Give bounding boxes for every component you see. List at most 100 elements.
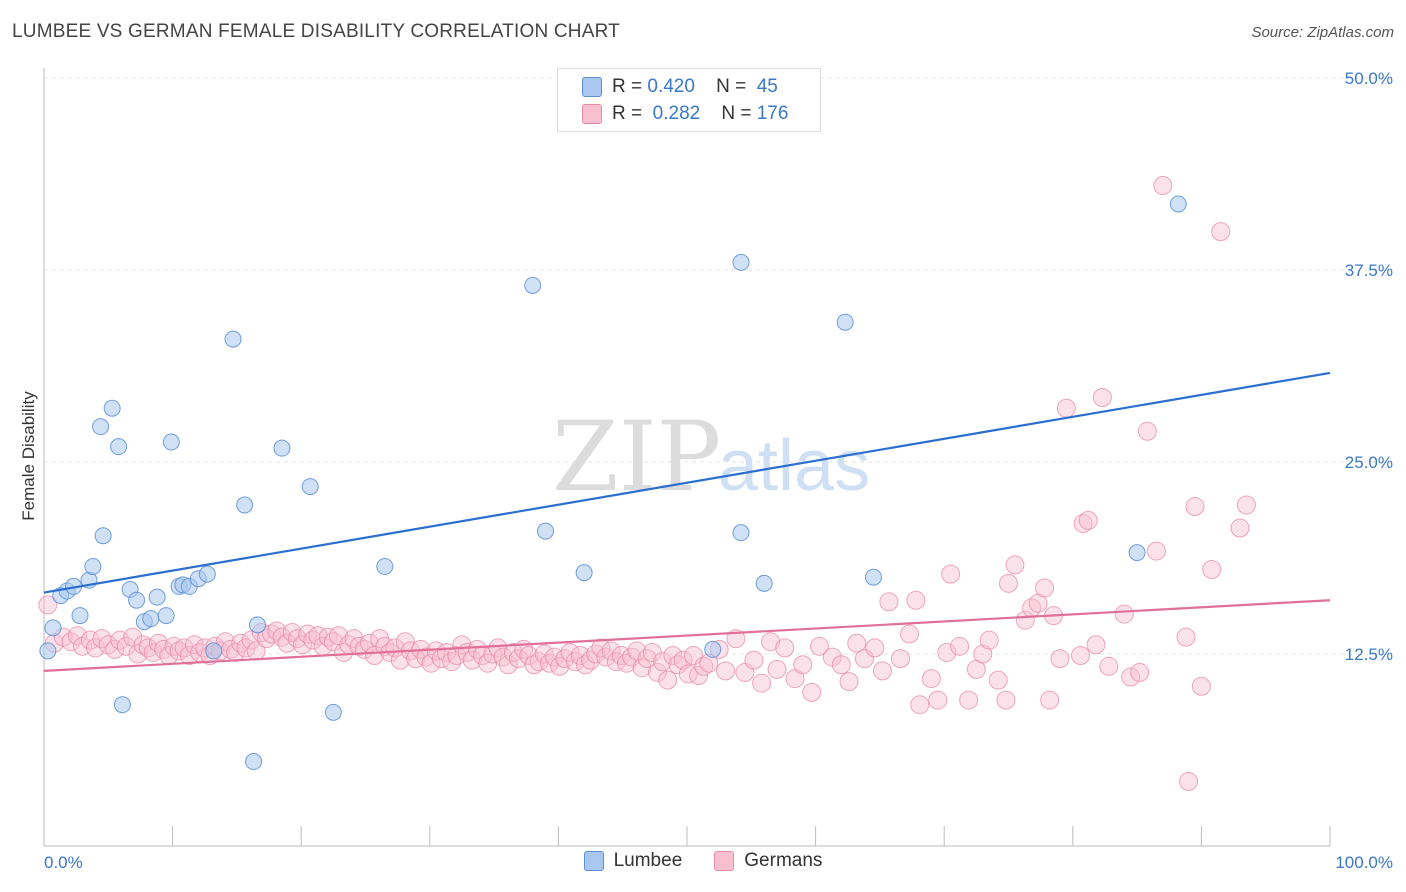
germans-point (116, 636, 136, 656)
correlation-legend: R = 0.420 N = 45 R = 0.282 N = 176 (557, 68, 821, 132)
lumbee-point (248, 616, 266, 634)
germans-point (1153, 176, 1173, 196)
lumbee-point (324, 703, 342, 721)
germans-point (38, 595, 58, 615)
germans-point (1202, 560, 1222, 580)
lumbee-point (113, 696, 131, 714)
germans-point (1130, 662, 1150, 682)
germans-point (637, 649, 657, 669)
legend-item-germans: Germans (714, 850, 822, 872)
legend-r-value: 0.420 (647, 76, 695, 97)
lumbee-point (128, 591, 146, 609)
x-tick-label-max: 100.0% (1335, 853, 1393, 872)
germans-point (1211, 222, 1231, 242)
germans-point (716, 661, 736, 681)
germans-point (560, 642, 580, 662)
lumbee-trend-line (43, 371, 1331, 594)
germans-point (596, 647, 616, 667)
germans-swatch (582, 104, 602, 124)
lumbee-point (732, 524, 750, 542)
germans-point (498, 655, 518, 675)
y-tick-label: 12.5% (1345, 645, 1393, 664)
germans-point (179, 646, 199, 666)
lumbee-point (162, 433, 180, 451)
germans-point (872, 661, 892, 681)
grid (44, 77, 1393, 655)
lumbee-point (537, 522, 555, 540)
germans-point (1040, 690, 1060, 710)
germans-point (292, 635, 312, 655)
lumbee-point (524, 276, 542, 294)
germans-point (847, 633, 867, 653)
germans-point (767, 659, 787, 679)
germans-point (85, 638, 105, 658)
lumbee-point (198, 565, 216, 583)
germans-point (658, 670, 678, 690)
germans-point (973, 644, 993, 664)
germans-point (775, 638, 795, 658)
legend-n-label: N = (716, 76, 747, 97)
lumbee-point (148, 588, 166, 606)
lumbee-point (236, 496, 254, 514)
lumbee-point (301, 478, 319, 496)
germans-point (534, 644, 554, 664)
germans-point (950, 636, 970, 656)
watermark: ZIP atlas (552, 401, 870, 513)
y-axis-label: Female Disability (19, 391, 38, 521)
germans-legend-swatch (714, 851, 735, 871)
germans-point (545, 647, 565, 667)
lumbee-point (704, 640, 722, 658)
germans-point (617, 653, 637, 673)
lumbee-point (110, 438, 128, 456)
lumbee-point (1128, 544, 1146, 562)
lumbee-point (376, 557, 394, 575)
germans-point (1179, 771, 1199, 791)
lumbee-point (44, 619, 62, 637)
germans-point (1176, 627, 1196, 647)
germans-point (1086, 635, 1106, 655)
lumbee-point (157, 607, 175, 625)
lumbee-point (836, 313, 854, 331)
germans-point (1078, 510, 1098, 530)
y-tick-label: 50.0% (1345, 69, 1393, 88)
germans-point (678, 664, 698, 684)
germans-point (959, 690, 979, 710)
germans-point (416, 647, 436, 667)
germans-point (1092, 387, 1112, 407)
germans-point (809, 636, 829, 656)
legend-n-value: 176 (756, 103, 789, 124)
germans-point (570, 646, 590, 666)
germans-point (287, 629, 307, 649)
germans-point (1146, 541, 1166, 561)
watermark-zip: ZIP (552, 401, 721, 513)
lumbee-point (71, 607, 89, 625)
germans-point (128, 644, 148, 664)
germans-point (421, 653, 441, 673)
germans-point (488, 638, 508, 658)
source-label: Source: ZipAtlas.com (1251, 24, 1394, 41)
germans-point (906, 590, 926, 610)
legend-r-label: R = (612, 103, 643, 124)
x-tick-label-min: 0.0% (44, 853, 83, 872)
germans-point (1005, 555, 1025, 575)
germans-point (282, 622, 302, 642)
legend-r-label: R = (612, 76, 643, 97)
lumbee-point (92, 418, 110, 436)
lumbee-point (732, 253, 750, 271)
germans-point (663, 646, 683, 666)
germans-point (761, 632, 781, 652)
lumbee-point (205, 642, 223, 660)
germans-point (467, 639, 487, 659)
germans-point (1035, 578, 1055, 598)
germans-point (606, 652, 626, 672)
lumbee-point (94, 527, 112, 545)
lumbee-point (39, 642, 57, 660)
y-tick-labels: 12.5% 25.0% 37.5% 50.0% (1345, 69, 1393, 664)
legend-row-lumbee: R = 0.420 N = 45 (582, 75, 778, 99)
germans-point (154, 639, 174, 659)
germans-point (503, 642, 523, 662)
germans-point (148, 633, 168, 653)
germans-point (865, 638, 885, 658)
lumbee-point (755, 574, 773, 592)
